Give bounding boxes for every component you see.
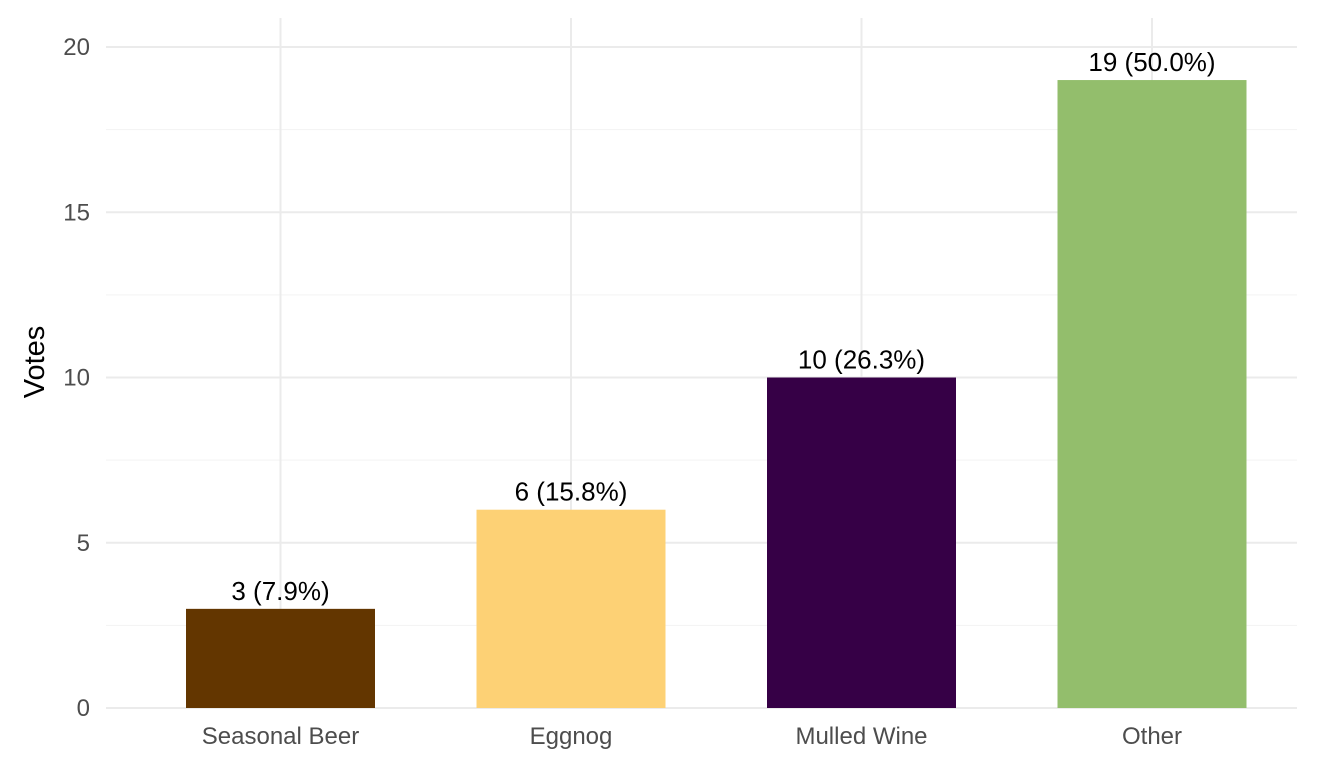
data-labels: 3 (7.9%) 6 (15.8%) 10 (26.3%) 19 (50.0%) [231, 47, 1215, 606]
bar-value-label: 19 (50.0%) [1088, 47, 1215, 77]
bars [186, 80, 1247, 709]
y-tick-label: 5 [77, 530, 90, 557]
bar [186, 608, 375, 708]
x-tick-label: Other [1122, 723, 1182, 750]
bar [767, 377, 956, 708]
x-tick-label: Seasonal Beer [202, 723, 359, 750]
bar-value-label: 3 (7.9%) [231, 576, 329, 606]
bar [476, 509, 666, 708]
y-tick-label: 20 [63, 34, 90, 61]
y-axis-title: Votes [19, 326, 51, 399]
y-tick-label: 0 [77, 695, 90, 722]
x-tick-label: Eggnog [530, 723, 613, 750]
x-tick-label: Mulled Wine [795, 723, 927, 750]
bar-value-label: 6 (15.8%) [515, 477, 628, 507]
y-tick-label: 15 [63, 199, 90, 226]
y-axis-ticks: 0 5 10 15 20 [63, 34, 90, 722]
x-axis-ticks: Seasonal Beer Eggnog Mulled Wine Other [202, 723, 1182, 750]
bar [1057, 80, 1247, 709]
y-tick-label: 10 [63, 365, 90, 392]
bar-value-label: 10 (26.3%) [798, 345, 925, 375]
